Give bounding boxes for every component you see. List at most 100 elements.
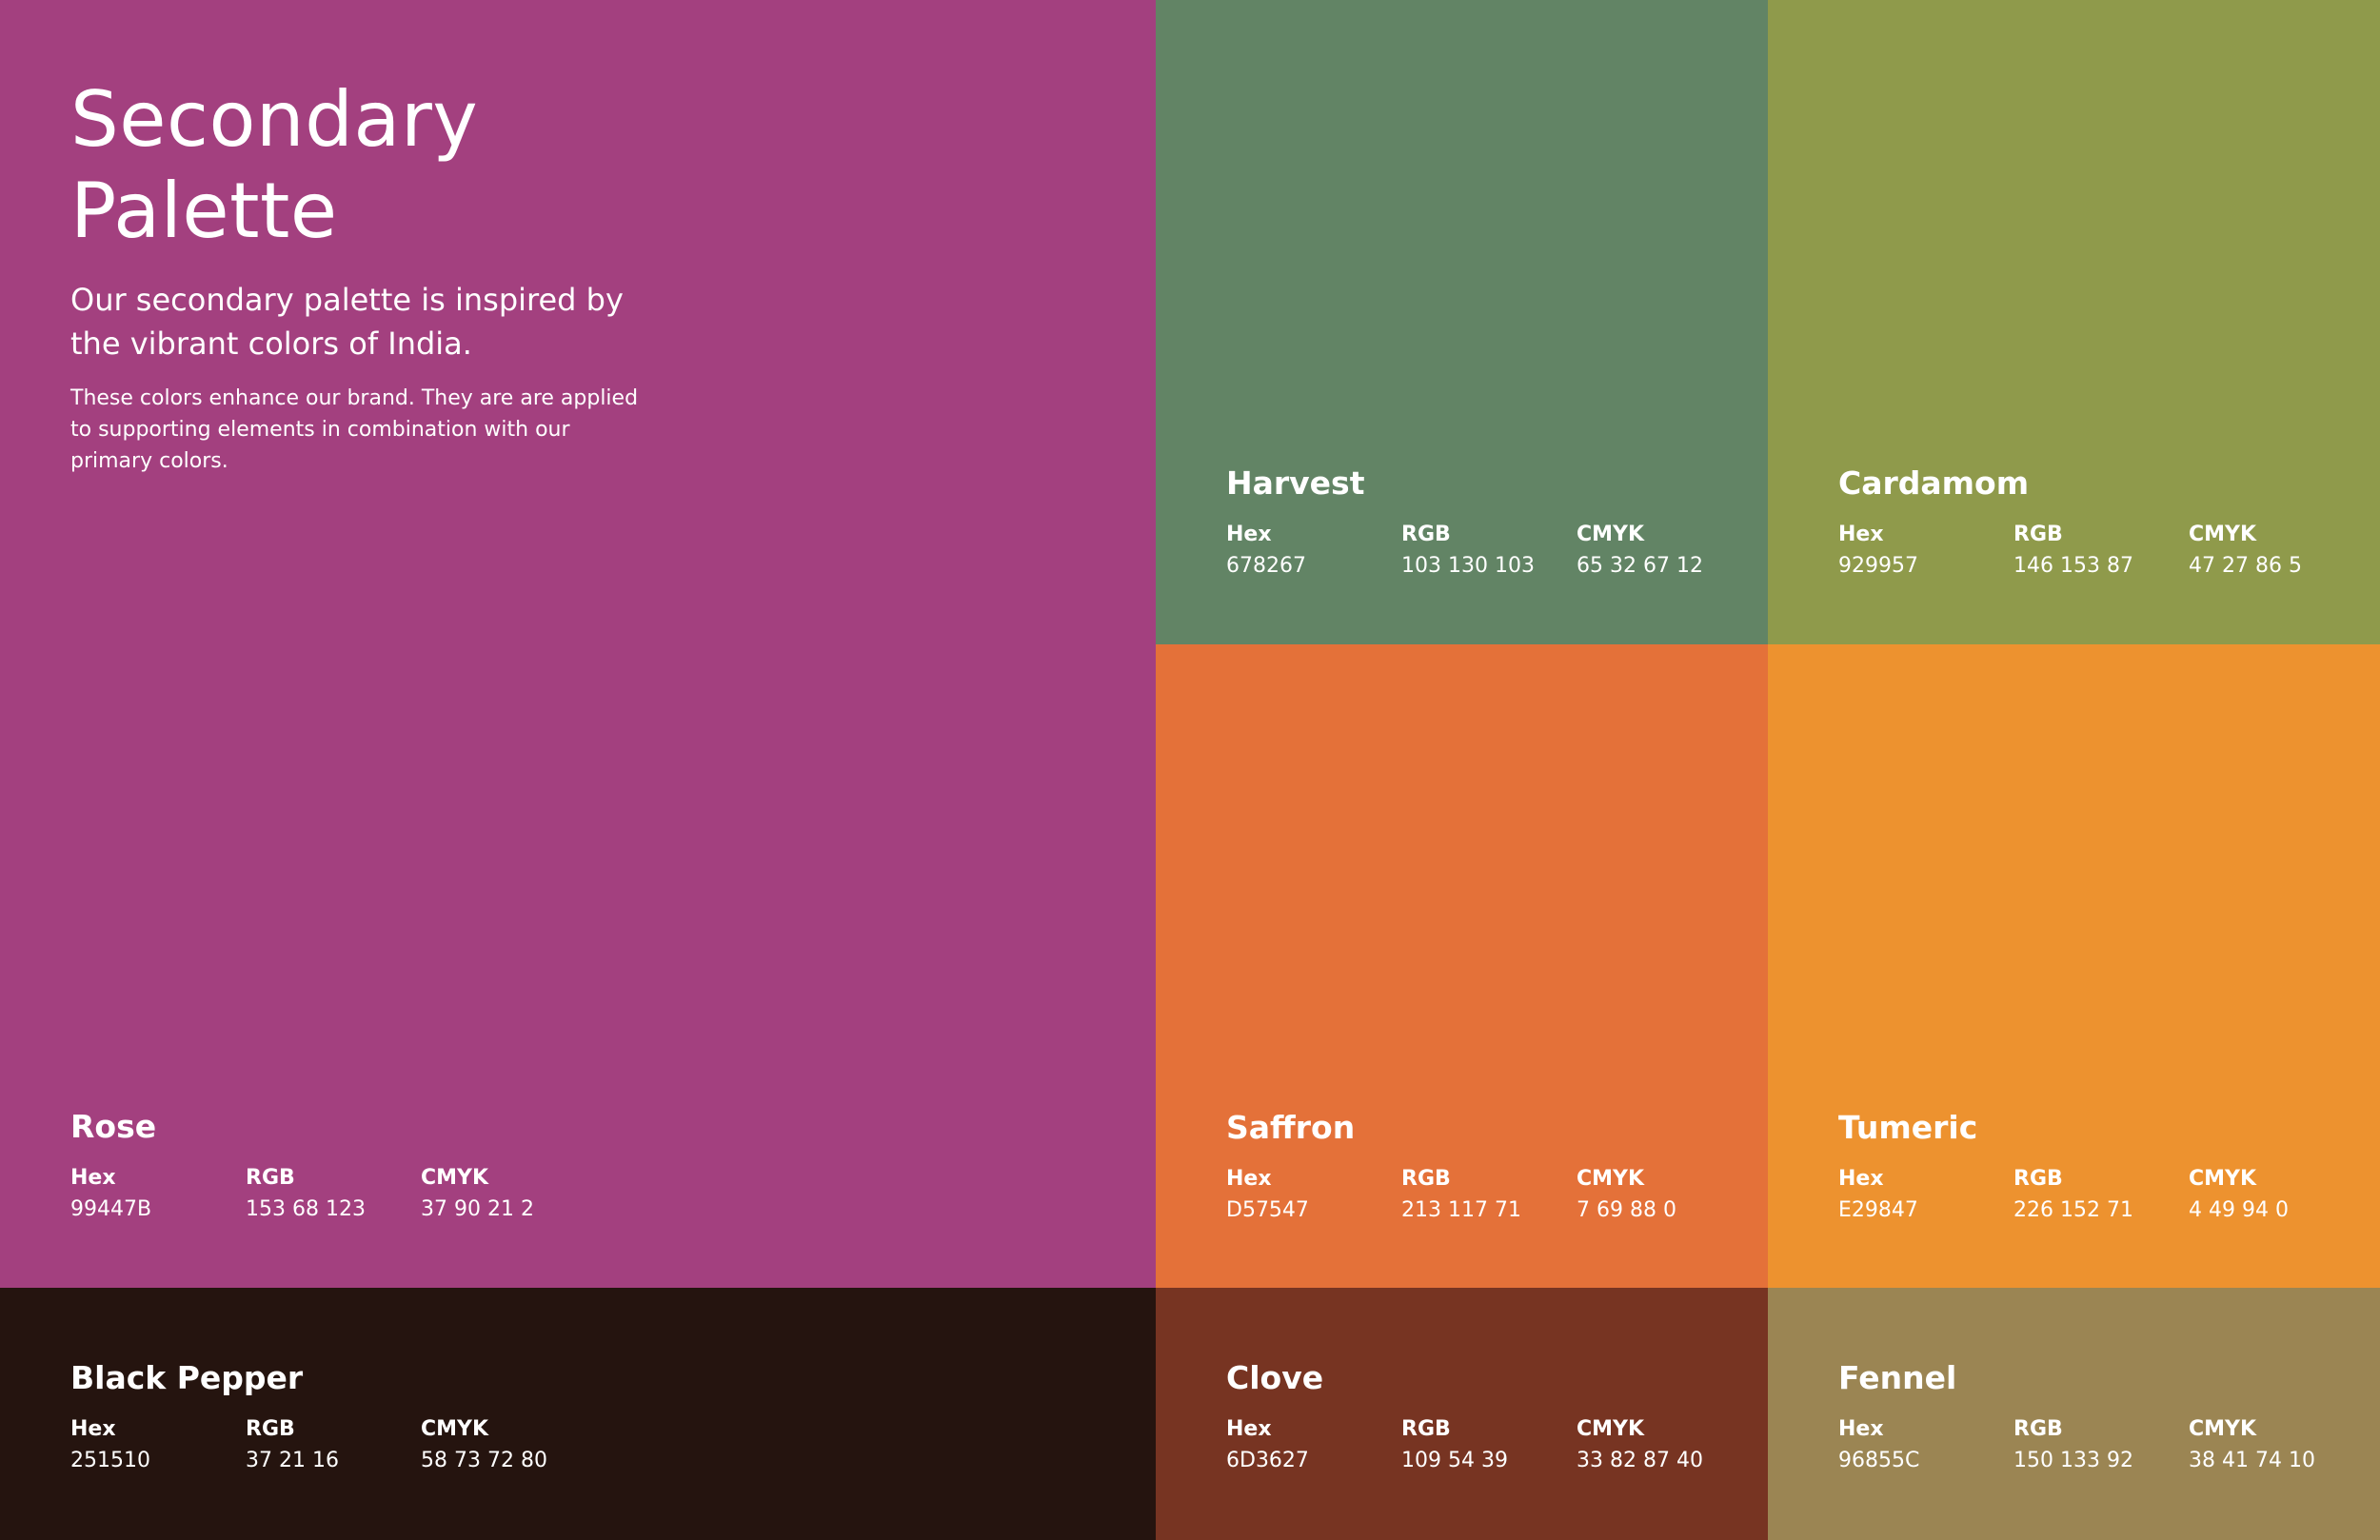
spec-label-rgb: RGB [246, 1166, 295, 1190]
spec-label-cmyk: CMYK [1577, 523, 1645, 546]
spec-value-cmyk: 47 27 86 5 [2189, 554, 2302, 578]
lead-line-1: Our secondary palette is inspired by [70, 282, 624, 318]
swatch-info-tumeric: Tumeric Hex E29847 RGB 226 152 71 CMYK 4… [1838, 1109, 2364, 1224]
spec-label-cmyk: CMYK [1577, 1417, 1645, 1441]
lead-line-2: the vibrant colors of India. [70, 326, 472, 362]
swatch-rose: Secondary Palette Our secondary palette … [0, 0, 1156, 1288]
body-line-2: to supporting elements in combination wi… [70, 418, 570, 442]
swatch-info-rose: Rose Hex 99447B RGB 153 68 123 CMYK 37 9… [70, 1108, 596, 1223]
spec-value-cmyk: 58 73 72 80 [421, 1449, 547, 1472]
swatch-info-fennel: Fennel Hex 96855C RGB 150 133 92 CMYK 38… [1838, 1359, 2364, 1474]
swatch-cardamom: Cardamom Hex 929957 RGB 146 153 87 CMYK … [1768, 0, 2380, 644]
spec-value-rgb: 109 54 39 [1401, 1449, 1508, 1472]
spec-cmyk: CMYK 58 73 72 80 [421, 1416, 596, 1474]
spec-label-rgb: RGB [1401, 1167, 1451, 1191]
swatch-info-black-pepper: Black Pepper Hex 251510 RGB 37 21 16 CMY… [70, 1359, 596, 1474]
swatch-saffron: Saffron Hex D57547 RGB 213 117 71 CMYK 7… [1156, 644, 1768, 1288]
spec-value-cmyk: 37 90 21 2 [421, 1197, 534, 1221]
spec-label-rgb: RGB [1401, 523, 1451, 546]
lead-text: Our secondary palette is inspired by the… [70, 278, 680, 365]
spec-hex: Hex 929957 [1838, 522, 2013, 580]
spec-label-cmyk: CMYK [1577, 1167, 1645, 1191]
swatch-black-pepper: Black Pepper Hex 251510 RGB 37 21 16 CMY… [0, 1288, 1156, 1540]
spec-value-rgb: 37 21 16 [246, 1449, 339, 1472]
swatch-specs: Hex 929957 RGB 146 153 87 CMYK 47 27 86 … [1838, 522, 2364, 580]
spec-label-cmyk: CMYK [421, 1166, 489, 1190]
swatch-tumeric: Tumeric Hex E29847 RGB 226 152 71 CMYK 4… [1768, 644, 2380, 1288]
swatch-name: Rose [70, 1108, 157, 1145]
spec-value-hex: 96855C [1838, 1449, 1920, 1472]
title-line-1: Secondary [70, 75, 479, 164]
spec-value-rgb: 213 117 71 [1401, 1198, 1521, 1222]
swatch-harvest: Harvest Hex 678267 RGB 103 130 103 CMYK … [1156, 0, 1768, 644]
spec-value-hex: 251510 [70, 1449, 150, 1472]
spec-label-hex: Hex [1226, 523, 1272, 546]
spec-rgb: RGB 109 54 39 [1401, 1416, 1577, 1474]
spec-label-rgb: RGB [2013, 1167, 2063, 1191]
spec-value-rgb: 153 68 123 [246, 1197, 366, 1221]
spec-label-hex: Hex [1838, 1167, 1884, 1191]
swatch-clove: Clove Hex 6D3627 RGB 109 54 39 CMYK 33 8… [1156, 1288, 1768, 1540]
spec-value-hex: E29847 [1838, 1198, 1918, 1222]
spec-value-cmyk: 7 69 88 0 [1577, 1198, 1676, 1222]
spec-label-cmyk: CMYK [2189, 1167, 2257, 1191]
swatch-specs: Hex 251510 RGB 37 21 16 CMYK 58 73 72 80 [70, 1416, 596, 1474]
spec-hex: Hex 6D3627 [1226, 1416, 1401, 1474]
spec-label-hex: Hex [1838, 1417, 1884, 1441]
swatch-specs: Hex E29847 RGB 226 152 71 CMYK 4 49 94 0 [1838, 1166, 2364, 1224]
swatch-info-saffron: Saffron Hex D57547 RGB 213 117 71 CMYK 7… [1226, 1109, 1752, 1224]
spec-value-hex: 678267 [1226, 554, 1306, 578]
swatch-specs: Hex 96855C RGB 150 133 92 CMYK 38 41 74 … [1838, 1416, 2364, 1474]
spec-value-rgb: 146 153 87 [2013, 554, 2133, 578]
spec-label-cmyk: CMYK [2189, 1417, 2257, 1441]
swatch-name: Harvest [1226, 464, 1365, 502]
spec-cmyk: CMYK 38 41 74 10 [2189, 1416, 2364, 1474]
spec-cmyk: CMYK 37 90 21 2 [421, 1165, 596, 1223]
spec-rgb: RGB 146 153 87 [2013, 522, 2189, 580]
spec-hex: Hex 251510 [70, 1416, 246, 1474]
spec-value-rgb: 150 133 92 [2013, 1449, 2133, 1472]
swatch-name: Saffron [1226, 1109, 1356, 1146]
spec-cmyk: CMYK 33 82 87 40 [1577, 1416, 1752, 1474]
spec-label-hex: Hex [1838, 523, 1884, 546]
spec-value-hex: D57547 [1226, 1198, 1309, 1222]
spec-value-cmyk: 33 82 87 40 [1577, 1449, 1703, 1472]
spec-label-rgb: RGB [2013, 523, 2063, 546]
intro-block: Secondary Palette Our secondary palette … [70, 74, 680, 477]
swatch-specs: Hex D57547 RGB 213 117 71 CMYK 7 69 88 0 [1226, 1166, 1752, 1224]
spec-hex: Hex 678267 [1226, 522, 1401, 580]
swatch-name: Black Pepper [70, 1359, 304, 1396]
swatch-info-cardamom: Cardamom Hex 929957 RGB 146 153 87 CMYK … [1838, 464, 2364, 580]
spec-value-hex: 6D3627 [1226, 1449, 1309, 1472]
spec-rgb: RGB 213 117 71 [1401, 1166, 1577, 1224]
spec-rgb: RGB 103 130 103 [1401, 522, 1577, 580]
swatch-name: Fennel [1838, 1359, 1957, 1396]
swatch-info-harvest: Harvest Hex 678267 RGB 103 130 103 CMYK … [1226, 464, 1752, 580]
spec-cmyk: CMYK 4 49 94 0 [2189, 1166, 2364, 1224]
spec-rgb: RGB 226 152 71 [2013, 1166, 2189, 1224]
page-title: Secondary Palette [70, 74, 680, 257]
spec-label-cmyk: CMYK [2189, 523, 2257, 546]
spec-cmyk: CMYK 7 69 88 0 [1577, 1166, 1752, 1224]
spec-label-hex: Hex [1226, 1167, 1272, 1191]
spec-label-cmyk: CMYK [421, 1417, 489, 1441]
swatch-specs: Hex 678267 RGB 103 130 103 CMYK 65 32 67… [1226, 522, 1752, 580]
spec-cmyk: CMYK 47 27 86 5 [2189, 522, 2364, 580]
swatch-info-clove: Clove Hex 6D3627 RGB 109 54 39 CMYK 33 8… [1226, 1359, 1752, 1474]
spec-label-hex: Hex [70, 1417, 116, 1441]
spec-hex: Hex D57547 [1226, 1166, 1401, 1224]
title-line-2: Palette [70, 167, 338, 255]
swatch-name: Tumeric [1838, 1109, 1978, 1146]
spec-hex: Hex 96855C [1838, 1416, 2013, 1474]
spec-value-hex: 99447B [70, 1197, 152, 1221]
spec-value-rgb: 226 152 71 [2013, 1198, 2133, 1222]
spec-label-rgb: RGB [2013, 1417, 2063, 1441]
swatch-specs: Hex 99447B RGB 153 68 123 CMYK 37 90 21 … [70, 1165, 596, 1223]
spec-hex: Hex 99447B [70, 1165, 246, 1223]
spec-cmyk: CMYK 65 32 67 12 [1577, 522, 1752, 580]
spec-value-hex: 929957 [1838, 554, 1918, 578]
spec-value-cmyk: 38 41 74 10 [2189, 1449, 2315, 1472]
spec-rgb: RGB 150 133 92 [2013, 1416, 2189, 1474]
body-line-3: primary colors. [70, 449, 228, 473]
spec-label-rgb: RGB [246, 1417, 295, 1441]
